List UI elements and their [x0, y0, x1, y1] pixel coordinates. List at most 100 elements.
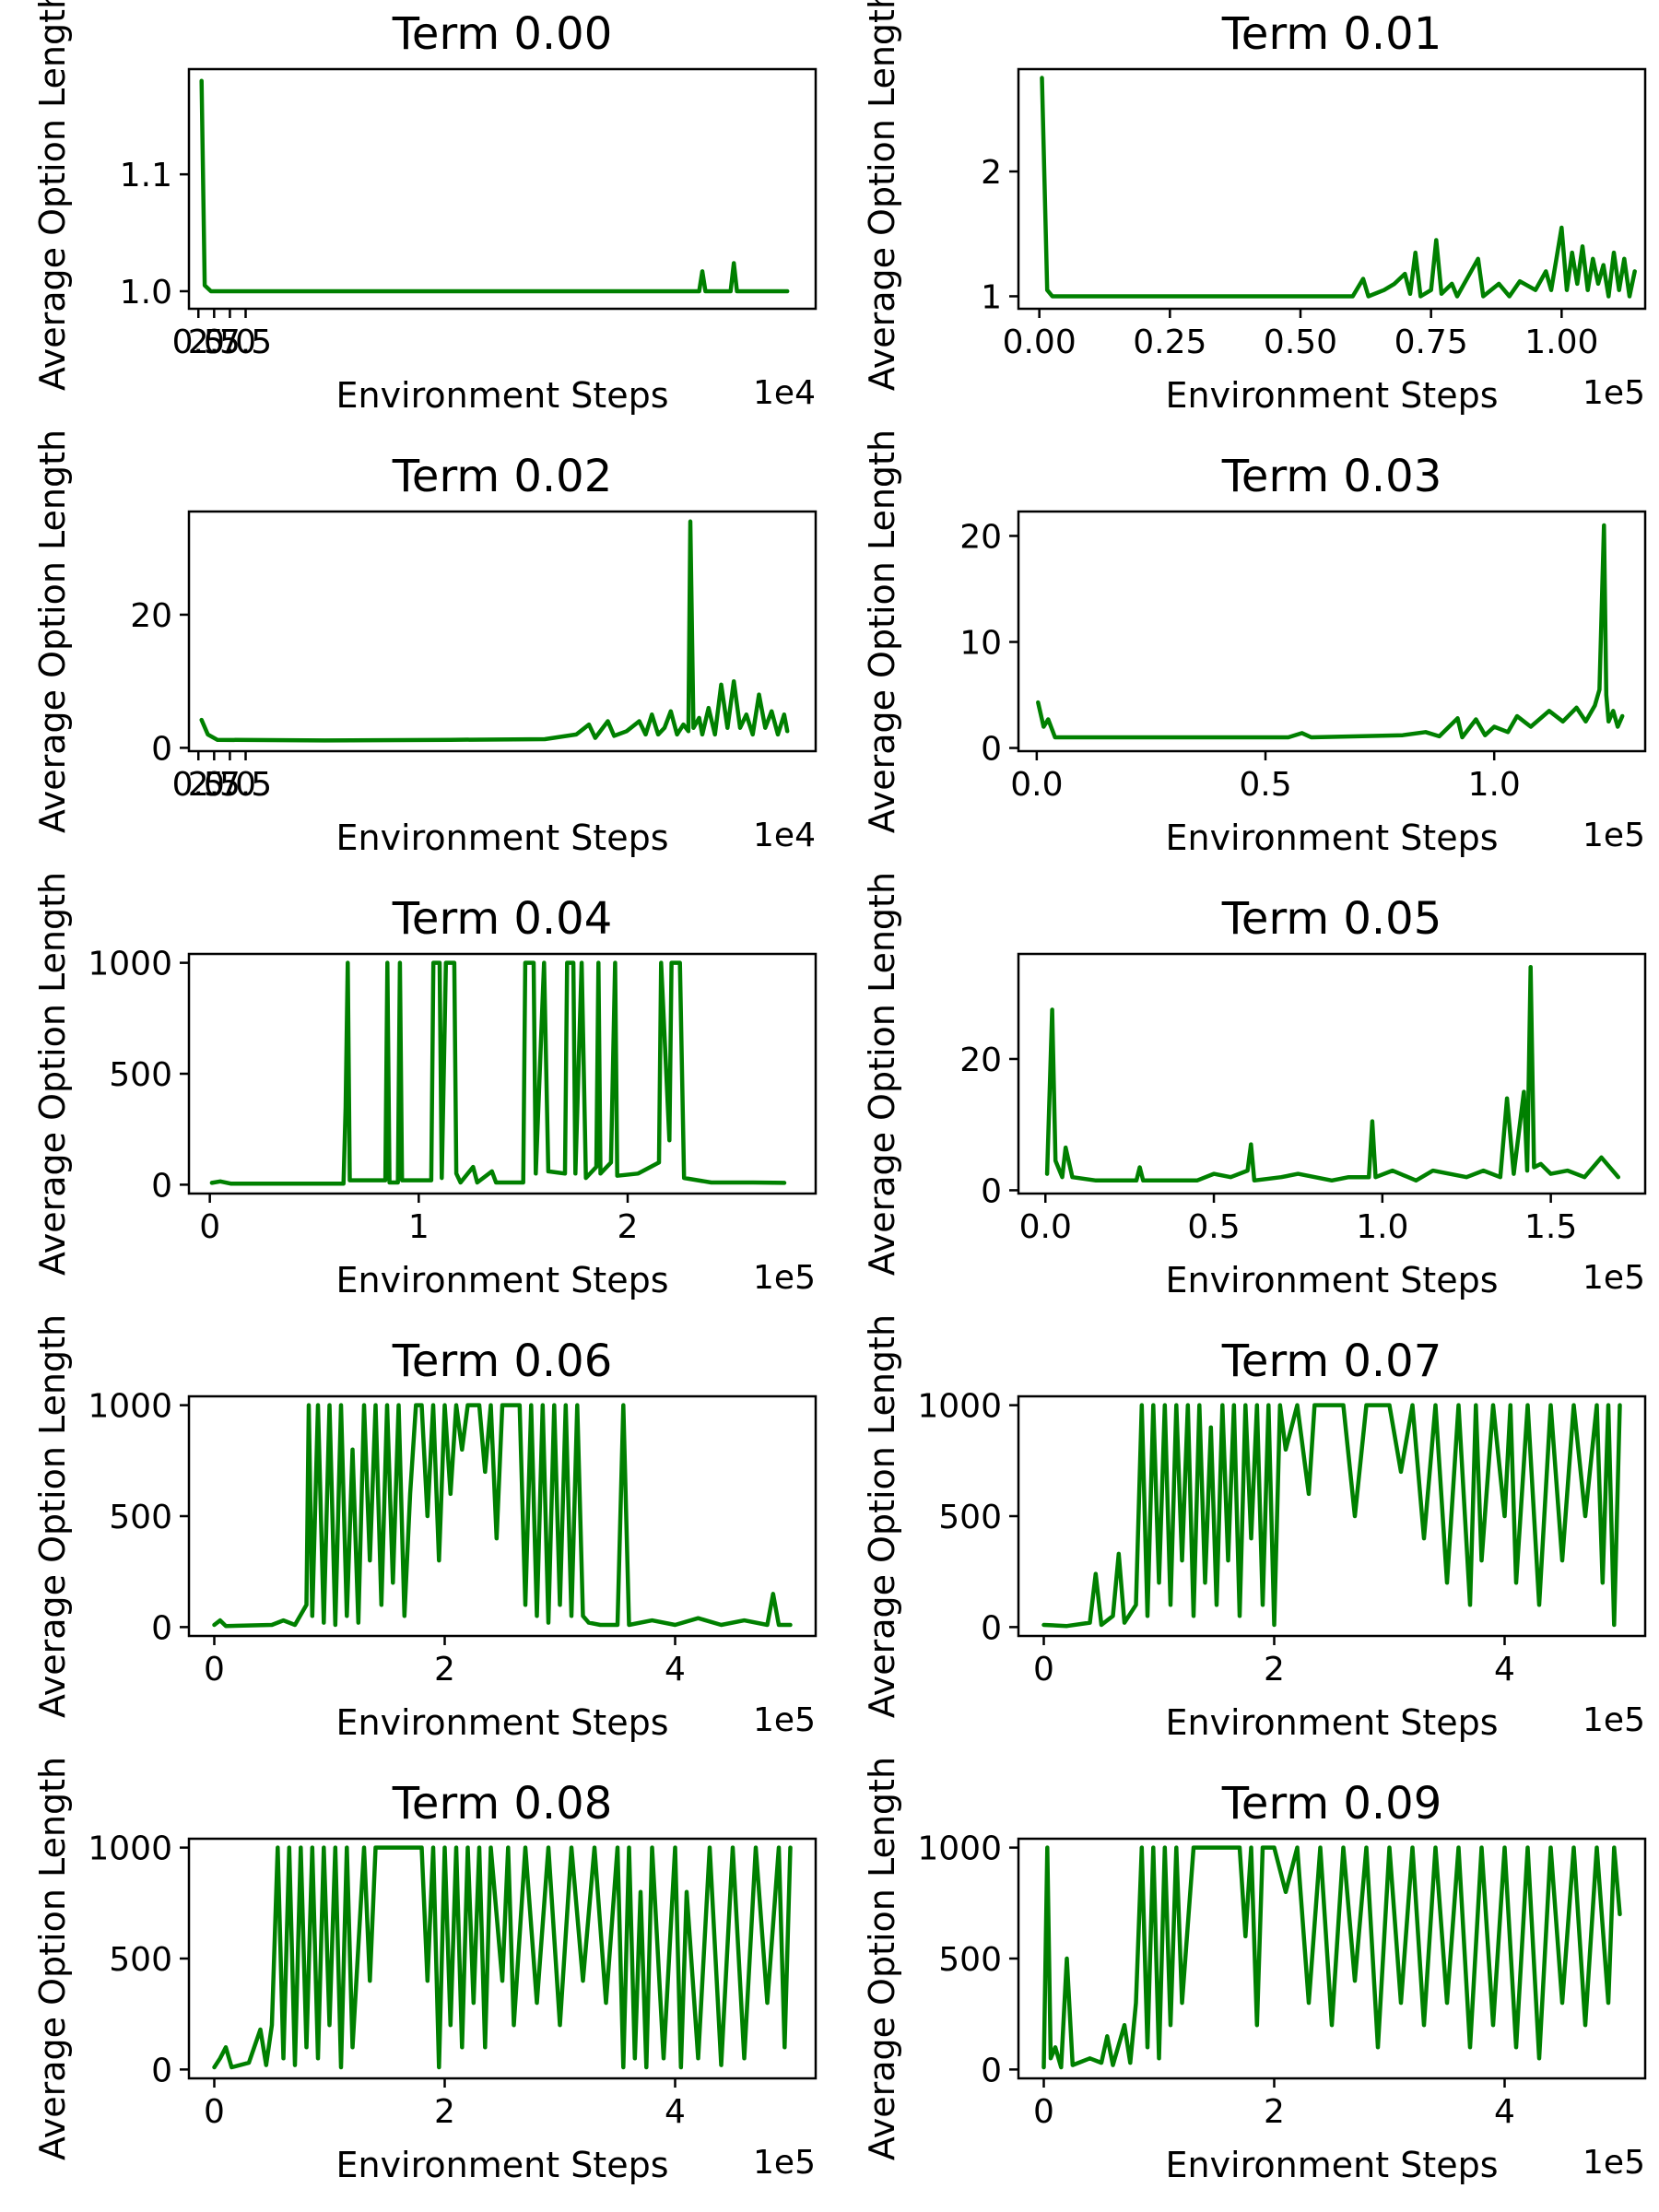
x-offset-label: 1e4: [753, 374, 816, 412]
x-tick-label: 4: [665, 1651, 686, 1688]
chart-panel: Term 0.03 0.0 0.5 1.0 0 10 20 Environment Steps…: [862, 429, 1647, 858]
x-tick-label: 4: [1494, 1651, 1515, 1688]
plot-frame: [187, 510, 818, 753]
y-tick-label: 1.1: [120, 157, 172, 194]
x-offset-label: 1e5: [1583, 817, 1645, 854]
x-tick-label: 2: [434, 2093, 455, 2131]
chart-panel: Term 0.01 0.00 0.25 0.50 0.75 1.00 1 2 Environme…: [862, 0, 1647, 416]
chart-title: Term 0.07: [1221, 1335, 1441, 1387]
chart-title: Term 0.08: [392, 1778, 612, 1830]
x-tick-label: 4: [1494, 2093, 1515, 2131]
y-tick-label: 10: [959, 625, 1002, 663]
x-tick-label: 2.5: [188, 324, 241, 361]
y-tick-label: 1000: [88, 1830, 172, 1868]
y-tick-label: 0: [981, 2052, 1002, 2089]
y-tick-label: 0: [151, 1167, 172, 1205]
y-axis-label: Average Option Length: [862, 1757, 902, 2160]
x-axis-label: Environment Steps: [1165, 818, 1498, 858]
y-tick-label: 0: [981, 1172, 1002, 1210]
x-offset-label: 1e5: [1583, 374, 1645, 412]
x-tick-label: 0: [204, 2093, 225, 2131]
x-axis-label: Environment Steps: [335, 1702, 668, 1743]
y-tick-label: 1000: [917, 1830, 1002, 1868]
series-line: [199, 78, 790, 294]
y-tick-label: 20: [959, 1041, 1002, 1079]
series-line: [1040, 76, 1637, 299]
x-tick-label: 5.0: [204, 324, 256, 361]
y-tick-label: 0: [151, 730, 172, 768]
x-tick-label: 2: [434, 1651, 455, 1688]
x-tick-label: 2: [1264, 2093, 1285, 2131]
x-tick-label: 0.00: [1003, 324, 1077, 361]
x-tick-label: 2: [1264, 1651, 1285, 1688]
x-axis-label: Environment Steps: [335, 2145, 668, 2185]
y-axis-label: Average Option Length: [32, 1757, 73, 2160]
y-tick-label: 0: [151, 1609, 172, 1647]
series-line: [212, 1845, 793, 2070]
x-axis-label: Environment Steps: [335, 1260, 668, 1300]
y-tick-label: 20: [130, 597, 172, 635]
chart-title: Term 0.01: [1221, 8, 1441, 60]
plot-frame: [1017, 952, 1647, 1195]
x-tick-label: 1.00: [1524, 324, 1598, 361]
y-tick-label: 20: [959, 518, 1002, 556]
chart-panel: Term 0.05 0.0 0.5 1.0 1.5 0 20 Environment Step…: [862, 872, 1647, 1300]
x-tick-label: 0.0: [1019, 1208, 1072, 1246]
x-offset-label: 1e5: [753, 1701, 816, 1739]
y-axis-label: Average Option Length: [32, 1314, 73, 1718]
y-axis-label: Average Option Length: [862, 0, 902, 391]
y-axis-label: Average Option Length: [32, 429, 73, 833]
x-offset-label: 1e5: [1583, 1259, 1645, 1297]
y-axis-label: Average Option Length: [862, 872, 902, 1276]
chart-title: Term 0.06: [392, 1335, 612, 1387]
x-tick-label: 0: [204, 1651, 225, 1688]
x-offset-label: 1e5: [753, 1259, 816, 1297]
x-axis-label: Environment Steps: [1165, 1260, 1498, 1300]
chart-title: Term 0.09: [1221, 1778, 1441, 1830]
x-tick-label: 0.25: [1133, 324, 1206, 361]
x-tick-label: 0.0: [1010, 766, 1063, 804]
series-line: [199, 519, 790, 743]
x-offset-label: 1e5: [753, 2144, 816, 2182]
y-tick-label: 500: [109, 1941, 172, 1979]
chart-panel: Term 0.08 0 2 4 0 500 1000 Environment Steps 1e5…: [32, 1757, 818, 2185]
chart-title: Term 0.03: [1221, 451, 1441, 502]
x-tick-label: 7.5: [219, 324, 272, 361]
y-axis-label: Average Option Length: [32, 872, 73, 1276]
x-tick-label: 2: [618, 1208, 639, 1246]
plot-frame: [1017, 510, 1647, 753]
x-axis-label: Environment Steps: [1165, 375, 1498, 416]
x-axis-label: Environment Steps: [1165, 2145, 1498, 2185]
x-tick-label: 0: [1033, 1651, 1054, 1688]
plot-frame: [187, 67, 818, 311]
chart-title: Term 0.00: [392, 8, 612, 60]
x-tick-label: 1.0: [1356, 1208, 1408, 1246]
x-tick-label: 0: [1033, 2093, 1054, 2131]
chart-title: Term 0.05: [1221, 893, 1441, 945]
x-tick-label: 0.0: [172, 766, 225, 804]
y-tick-label: 500: [938, 1941, 1002, 1979]
x-tick-label: 1: [408, 1208, 429, 1246]
x-offset-label: 1e5: [1583, 1701, 1645, 1739]
y-tick-label: 0: [981, 731, 1002, 769]
x-tick-label: 2.5: [188, 766, 241, 804]
y-tick-label: 500: [938, 1499, 1002, 1536]
x-offset-label: 1e5: [1583, 2144, 1645, 2182]
x-tick-label: 4: [665, 2093, 686, 2131]
y-tick-label: 1.0: [120, 274, 172, 312]
x-offset-label: 1e4: [753, 817, 816, 854]
plot-frame: [1017, 67, 1647, 311]
x-tick-label: 0.75: [1394, 324, 1468, 361]
y-axis-label: Average Option Length: [862, 1314, 902, 1718]
x-tick-label: 0.5: [1239, 766, 1291, 804]
chart-panel: Term 0.00 0.02.55.07.5 1.0 1.1 Environment S…: [32, 0, 818, 416]
x-tick-label: 1.0: [1468, 766, 1521, 804]
x-axis-label: Environment Steps: [335, 375, 668, 416]
series-line: [209, 960, 787, 1186]
y-tick-label: 1000: [88, 1388, 172, 1426]
y-axis-label: Average Option Length: [862, 429, 902, 833]
series-line: [1044, 964, 1621, 1183]
y-tick-label: 1000: [88, 946, 172, 983]
y-tick-label: 1: [981, 278, 1002, 316]
